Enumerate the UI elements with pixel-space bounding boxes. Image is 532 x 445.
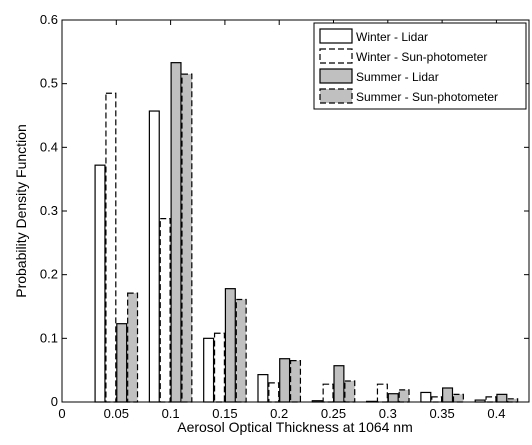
- legend: Winter - Lidar Winter - Sun-photometer Sum…: [313, 22, 527, 110]
- y-tick-label: 0.4: [40, 139, 58, 154]
- legend-swatch-winter-sun-photometer: [319, 48, 353, 64]
- bar-winter-lidar-0.15: [203, 337, 215, 403]
- bar-winter-lidar-0.1: [148, 110, 160, 403]
- y-tick-label: 0.2: [40, 267, 58, 282]
- bar-winter-sun-photometer-0.35: [431, 396, 443, 403]
- bar-summer-sun-photometer-0.3: [398, 389, 410, 403]
- legend-label-summer-lidar: Summer - Lidar: [356, 70, 439, 84]
- bar-summer-sun-photometer-0.25: [344, 380, 356, 403]
- bar-summer-lidar-0.15: [224, 288, 236, 403]
- legend-label-winter-lidar: Winter - Lidar: [356, 30, 428, 44]
- bar-winter-sun-photometer-0.1: [159, 218, 171, 403]
- y-tick-label: 0: [51, 394, 58, 409]
- bar-summer-sun-photometer-0.15: [235, 298, 247, 403]
- bar-winter-sun-photometer-0.3: [376, 383, 388, 403]
- x-tick-label: 0: [58, 406, 65, 421]
- bar-summer-sun-photometer-0.2: [289, 360, 302, 403]
- y-axis-title: Probability Density Function: [13, 124, 29, 298]
- bar-winter-sun-photometer-0.15: [213, 332, 226, 403]
- x-tick-label: 0.15: [212, 406, 237, 421]
- bar-summer-lidar-0.1: [170, 62, 182, 403]
- legend-swatch-winter-lidar: [319, 28, 353, 44]
- y-tick-label: 0.6: [40, 12, 58, 27]
- x-tick-label: 0.4: [487, 406, 505, 421]
- bar-summer-sun-photometer-0.05: [127, 292, 139, 403]
- y-tick-label: 0.5: [40, 76, 58, 91]
- bar-winter-lidar-0.35: [420, 391, 432, 403]
- x-tick-label: 0.25: [321, 406, 346, 421]
- y-tick-label: 0.3: [40, 203, 58, 218]
- x-tick-label: 0.05: [104, 406, 129, 421]
- x-tick-label: 0.1: [162, 406, 180, 421]
- bar-winter-sun-photometer-0.2: [268, 382, 280, 403]
- bar-winter-lidar-0.2: [257, 374, 269, 403]
- bar-summer-lidar-0.25: [333, 365, 345, 403]
- bar-summer-lidar-0.4: [496, 393, 508, 403]
- bar-summer-lidar-0.35: [442, 387, 454, 403]
- bar-summer-lidar-0.2: [279, 358, 291, 403]
- bar-winter-lidar-0.05: [94, 164, 106, 403]
- x-axis-title: Aerosol Optical Thickness at 1064 nm: [177, 419, 413, 435]
- bar-summer-sun-photometer-0.1: [181, 73, 193, 403]
- bar-summer-lidar-0.3: [387, 393, 399, 403]
- legend-swatch-summer-lidar: [319, 68, 353, 84]
- bar-summer-sun-photometer-0.4: [507, 398, 519, 403]
- x-tick-label: 0.3: [379, 406, 397, 421]
- ticks-layer: 0 0.05 0.1 0.15 0.2 0.25 0.3 0.35 0.4 0 0.1 0.2 0.3 0…: [40, 12, 529, 421]
- x-tick-label: 0.35: [429, 406, 454, 421]
- x-tick-label: 0.2: [270, 406, 288, 421]
- y-tick-label: 0.1: [40, 330, 58, 345]
- bars-layer: [94, 62, 519, 403]
- legend-swatch-summer-sun-photometer: [319, 88, 353, 104]
- legend-label-winter-sun-photometer: Winter - Sun-photometer: [356, 50, 487, 64]
- bar-winter-sun-photometer-0.25: [322, 383, 334, 403]
- bar-summer-lidar-0.05: [116, 323, 128, 403]
- bar-winter-sun-photometer-0.4: [485, 396, 497, 403]
- bar-summer-sun-photometer-0.35: [452, 393, 464, 403]
- bar-winter-sun-photometer-0.05: [105, 92, 117, 403]
- legend-label-summer-sun-photometer: Summer - Sun-photometer: [356, 90, 498, 104]
